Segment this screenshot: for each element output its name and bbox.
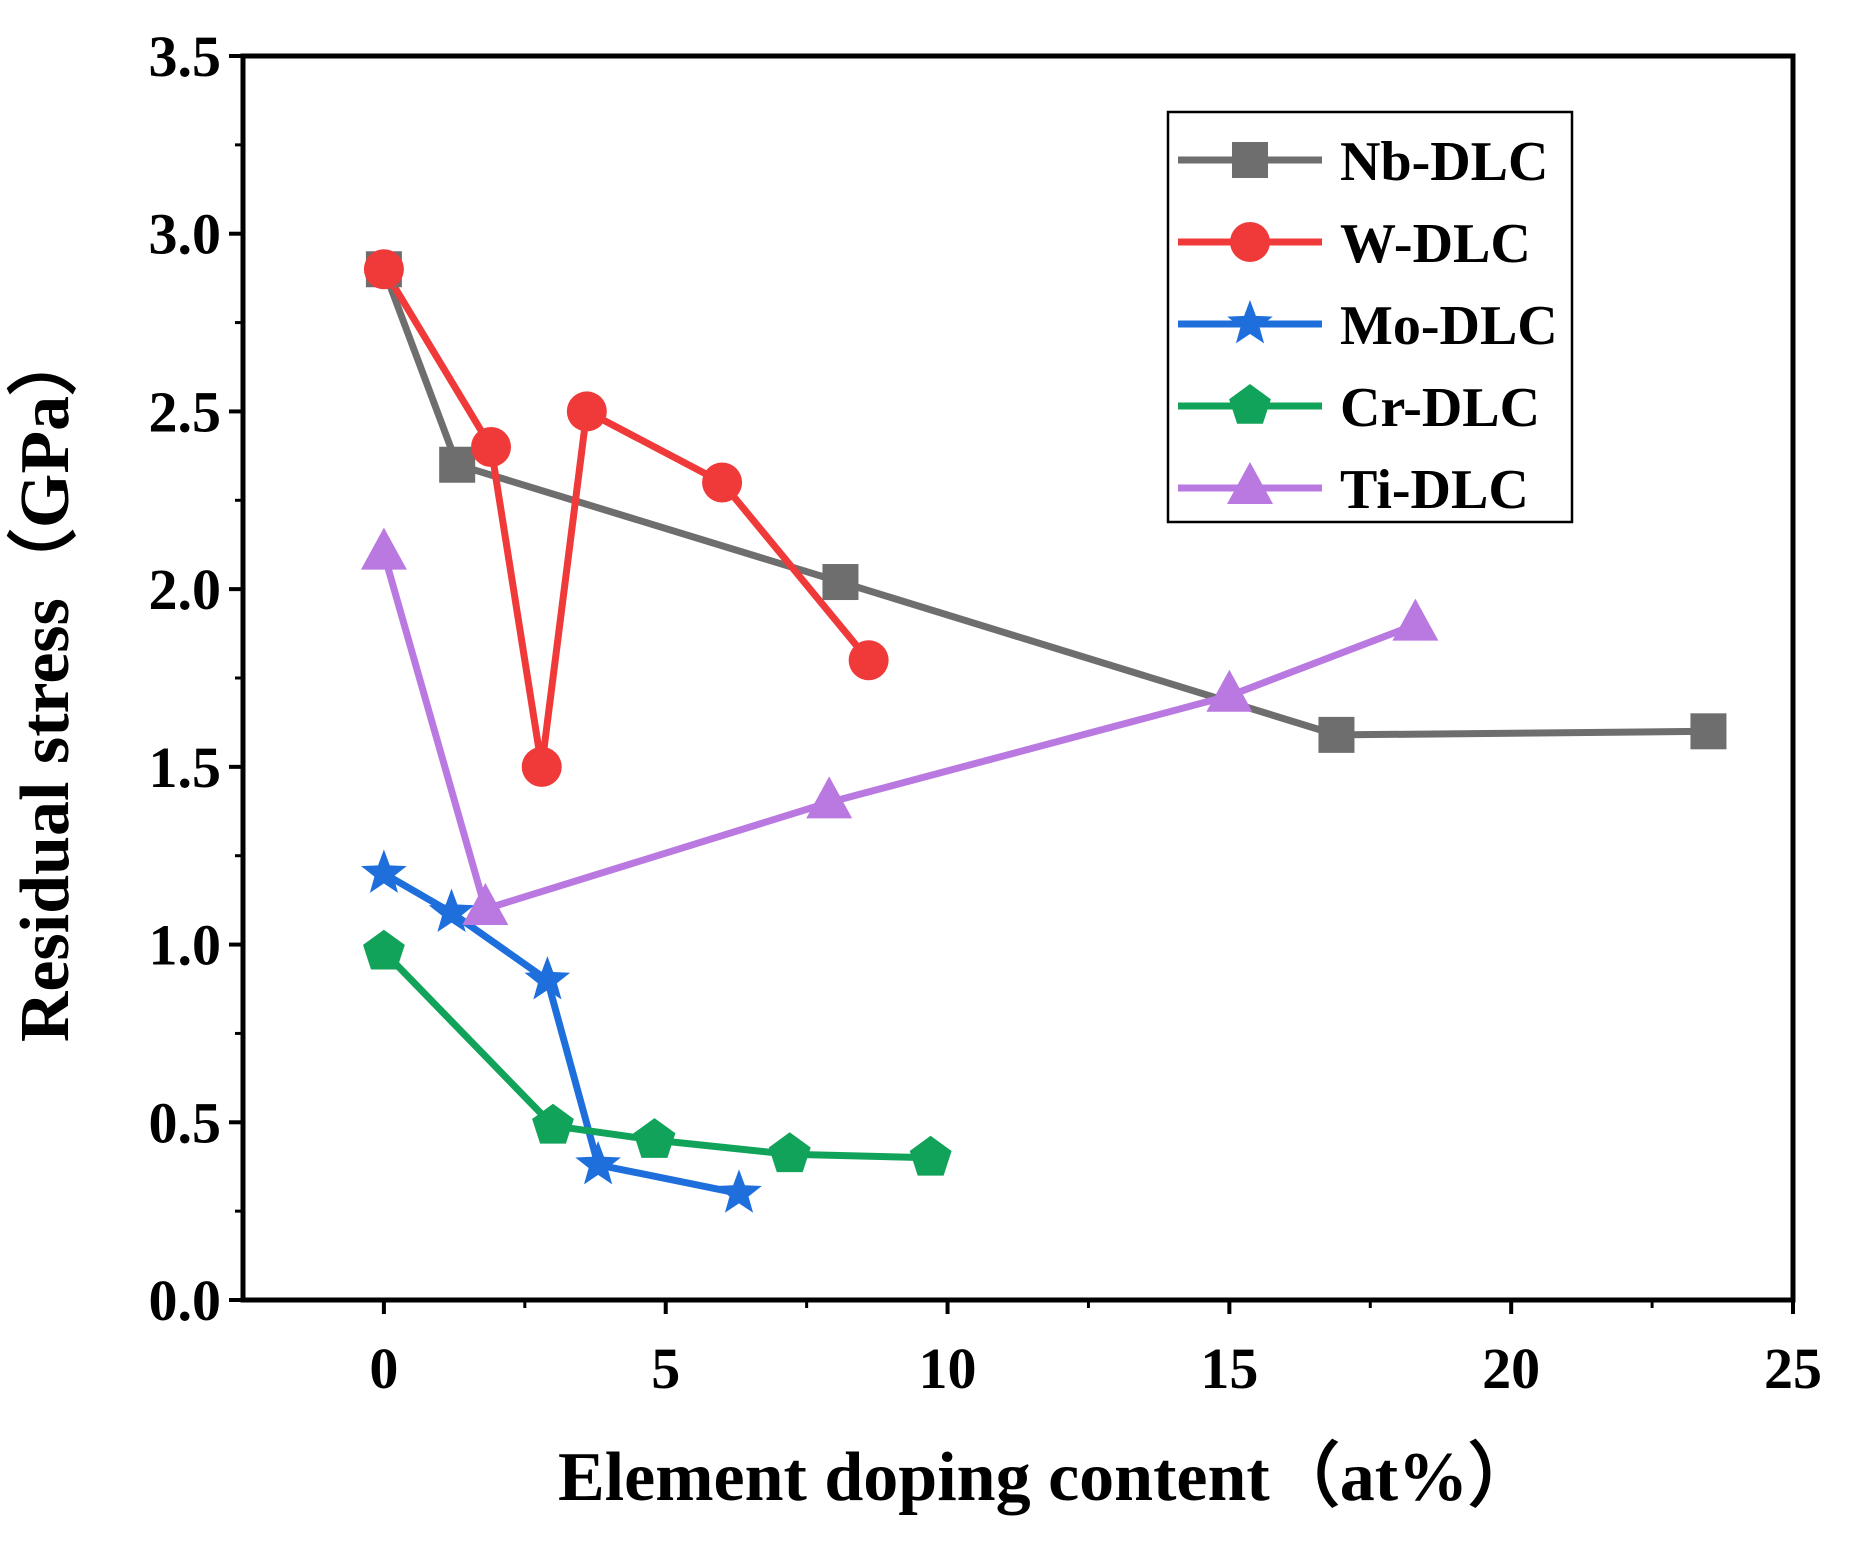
legend-nb-dlc-marker (1232, 142, 1268, 178)
ti-dlc-point (1206, 669, 1253, 712)
y-tick-label: 1.5 (149, 735, 222, 800)
w-dlc-point (363, 249, 404, 290)
y-tick-label: 2.5 (149, 379, 222, 444)
mo-dlc-point (716, 1169, 762, 1213)
mo-dlc-point (428, 888, 475, 932)
legend-nb-dlc-label: Nb-DLC (1340, 131, 1548, 193)
legend-cr-dlc-label: Cr-DLC (1340, 377, 1540, 439)
cr-dlc-point (633, 1118, 676, 1158)
cr-dlc-point (909, 1135, 952, 1176)
legend-ti-dlc-marker (1227, 462, 1273, 504)
y-axis-title: Residual stress（GPa） (6, 326, 84, 1042)
cr-dlc-point (532, 1103, 574, 1144)
w-dlc-point (702, 462, 743, 503)
x-axis-title: Element doping content（at%） (558, 1438, 1538, 1516)
cr-dlc-point (768, 1132, 811, 1173)
y-tick-label: 3.0 (149, 202, 222, 267)
y-tick-label: 2.0 (149, 557, 222, 622)
x-tick-label: 10 (919, 1336, 977, 1401)
nb-dlc-point (1318, 716, 1355, 753)
nb-dlc-point (822, 564, 859, 601)
cr-dlc-point (363, 929, 405, 970)
x-tick-label: 20 (1482, 1336, 1540, 1401)
nb-dlc-point (439, 446, 476, 483)
nb-dlc-point (1690, 713, 1727, 750)
x-tick-label: 0 (369, 1336, 398, 1401)
x-tick-label: 25 (1764, 1336, 1822, 1401)
ti-dlc-point (360, 527, 407, 570)
w-dlc-point (471, 426, 511, 467)
y-tick-label: 0.5 (149, 1090, 222, 1155)
legend-ti-dlc-label: Ti-DLC (1340, 459, 1529, 521)
mo-dlc-point (575, 1140, 621, 1185)
ti-dlc-point (1392, 598, 1439, 641)
ti-dlc-point (462, 883, 509, 926)
x-tick-label: 15 (1200, 1336, 1258, 1401)
w-dlc-point (566, 391, 607, 432)
series-markers (360, 249, 1727, 1213)
legend: Nb-DLC W-DLC Mo-DLC Cr-DLC Ti-DLC (1166, 110, 1574, 524)
legend-mo-dlc-label: Mo-DLC (1340, 295, 1558, 357)
w-dlc-point (521, 746, 562, 787)
legend-w-dlc-marker (1230, 222, 1270, 262)
legend-w-dlc-label: W-DLC (1340, 213, 1531, 275)
mo-dlc-point (361, 849, 407, 893)
axis-ticks: 0 5 10 15 20 25 0.0 0.5 1.0 1.5 2.0 2.5 3.0 3.5 (149, 24, 1823, 1401)
mo-dlc-point (524, 956, 571, 1000)
legend-cr-dlc-marker (1229, 384, 1271, 424)
x-tick-label: 5 (651, 1336, 680, 1401)
w-dlc-point (848, 640, 889, 681)
y-tick-label: 1.0 (149, 913, 222, 978)
y-tick-label: 0.0 (149, 1268, 222, 1333)
y-tick-label: 3.5 (149, 24, 222, 89)
ti-dlc-point (806, 776, 853, 819)
w-dlc-line (380, 267, 872, 771)
legend-mo-dlc-marker (1227, 300, 1273, 344)
